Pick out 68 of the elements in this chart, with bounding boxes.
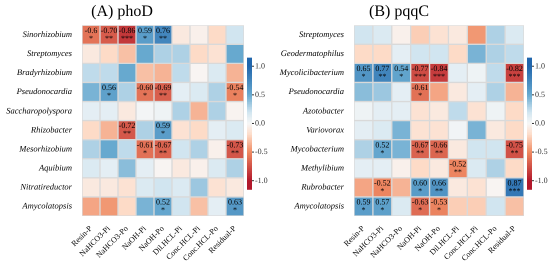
y-tick-label: Mycobacterium — [290, 143, 344, 154]
y-tick-label: Saccharopolyspora — [6, 105, 72, 116]
data-label: -0.67 ** — [412, 140, 428, 158]
color-bar-label: 0.5 — [535, 90, 545, 99]
data-label: -0.77 *** — [412, 64, 428, 81]
data-label: 0.87 *** — [508, 178, 522, 196]
data-label: 0.52 * — [375, 140, 390, 158]
data-label: -0.61 * — [136, 140, 154, 158]
data-label: 0.54 * — [394, 64, 408, 81]
color-bar-label: -0.5 — [535, 147, 548, 156]
color-bar-label: 1.0 — [535, 61, 545, 70]
data-label: -0.72 ** — [118, 121, 136, 138]
color-bar-label: 0.5 — [255, 90, 265, 99]
color-bar-label: -0.5 — [255, 147, 268, 156]
color-bar-label: -1.0 — [255, 176, 268, 185]
data-label: -0.75 ** — [506, 140, 523, 158]
data-label: -0.60 * — [136, 83, 154, 100]
y-tick-label: Azotobacter — [302, 105, 345, 116]
y-tick-label: Streptomyces — [298, 28, 345, 39]
color-bar-label: 1.0 — [255, 61, 265, 70]
data-label: -0.52 * — [374, 178, 391, 196]
y-tick-label: Rubrobacter — [300, 182, 345, 192]
y-tick-label: Amycolatopsis — [21, 200, 73, 211]
data-label: 0.52 * — [156, 198, 170, 215]
data-label: -0.54 * — [226, 83, 244, 100]
data-label: -0.6 * — [84, 26, 98, 43]
data-label: -0.66 ** — [430, 140, 448, 158]
color-bar-label: 0.0 — [535, 118, 545, 128]
data-label: 0.76 ** — [156, 26, 170, 43]
y-tick-label: Mycolicibacterium — [278, 67, 344, 78]
data-label: 0.59 * — [356, 198, 370, 215]
data-label: 0.60 * — [413, 178, 428, 196]
y-tick-label: Mesorhizobium — [18, 143, 72, 154]
data-label: -0.69 ** — [154, 83, 172, 100]
y-tick-label: Pseudonocardia — [288, 86, 344, 96]
data-label: -0.67 ** — [154, 140, 172, 158]
data-label: 0.66 ** — [432, 178, 446, 196]
y-tick-label: Geodermatophilus — [280, 48, 345, 58]
y-tick-label: Streptomyces — [26, 48, 73, 58]
y-tick-label: Bradyrhizobium — [16, 67, 72, 78]
y-tick-label: Sinorhizobium — [22, 28, 72, 39]
data-label: -0.53 * — [430, 198, 448, 215]
y-tick-label: Rhizobacter — [30, 124, 73, 134]
y-tick-label: Variovorax — [306, 124, 344, 134]
data-label: 0.59 * — [156, 121, 170, 138]
data-label: -0.84 *** — [430, 64, 448, 81]
data-label: 0.77 ** — [375, 64, 390, 81]
data-label: -0.63 * — [412, 198, 428, 215]
data-label: 0.57 * — [375, 198, 390, 215]
data-label: -0.52 ** — [450, 159, 466, 176]
data-label: -0.73 ** — [226, 140, 244, 158]
y-tick-label: Amycolatopsis — [293, 200, 345, 211]
data-label: -0.82 *** — [506, 64, 523, 81]
data-label: 0.56 * — [102, 83, 116, 100]
data-label: 0.59 * — [138, 26, 152, 43]
chart-title: (A) phoD — [91, 2, 153, 20]
color-bar-label: 0.0 — [255, 118, 265, 128]
color-bar-label: -1.0 — [535, 176, 548, 185]
y-tick-label: Pseudonocardia — [16, 86, 72, 96]
data-label: 0.65 * — [356, 64, 370, 81]
y-tick-label: Nitratireductor — [19, 182, 73, 192]
chart-title: (B) pqqC — [369, 2, 429, 20]
y-tick-label: Aquibium — [38, 162, 72, 173]
data-label: -0.86 *** — [118, 26, 136, 43]
data-label: 0.63 * — [228, 198, 242, 215]
data-label: -0.70 ** — [100, 26, 118, 43]
data-label: -0.61 * — [412, 83, 428, 100]
y-tick-label: Methylibium — [300, 162, 344, 173]
